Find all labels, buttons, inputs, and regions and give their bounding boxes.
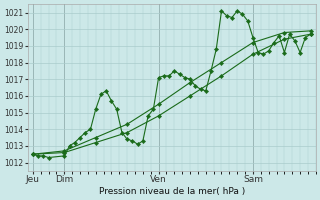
X-axis label: Pression niveau de la mer( hPa ): Pression niveau de la mer( hPa ) bbox=[99, 187, 245, 196]
